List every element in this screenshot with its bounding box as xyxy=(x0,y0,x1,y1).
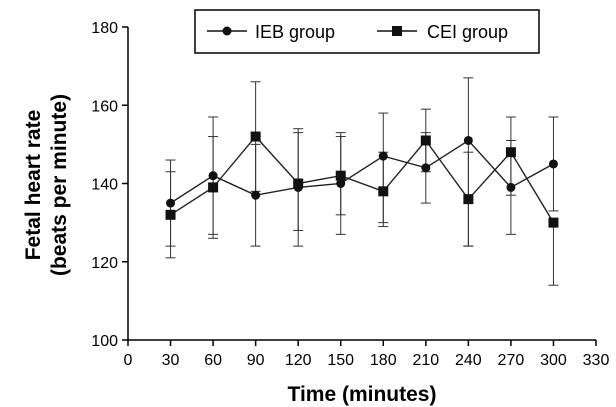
axes: 100 120 140 160 180 0 30 60 90 120 150 180 210 240 270… xyxy=(91,20,609,369)
error-bar-series-2 xyxy=(548,218,559,286)
x-tick-label: 330 xyxy=(583,352,610,369)
y-tick-label: 180 xyxy=(91,20,118,37)
legend-square-marker xyxy=(392,26,402,36)
data-point-circle xyxy=(251,190,261,200)
y-tick-label: 160 xyxy=(91,98,118,115)
data-point-circle xyxy=(463,135,473,145)
x-tick-label: 300 xyxy=(540,352,567,369)
y-axis-title-line-1: Fetal heart rate xyxy=(22,110,45,261)
x-tick-label: 180 xyxy=(370,352,397,369)
data-point-square xyxy=(165,209,176,220)
x-tick-label: 30 xyxy=(162,352,180,369)
x-tick-label: 150 xyxy=(327,352,354,369)
legend: IEB group CEI group xyxy=(194,9,540,54)
x-tick-label: 240 xyxy=(455,352,482,369)
x-tick-label: 210 xyxy=(412,352,439,369)
data-point-square xyxy=(505,147,516,158)
legend-label: IEB group xyxy=(255,22,335,42)
data-point-circle xyxy=(548,159,558,169)
data-point-circle xyxy=(336,179,346,188)
data-point-square xyxy=(463,194,474,205)
data-point-circle xyxy=(421,163,431,173)
data-point-circle xyxy=(378,151,388,161)
data-point-circle xyxy=(506,182,516,192)
series-line-2 xyxy=(170,135,555,223)
data-point-square xyxy=(378,186,389,197)
y-tick-label: 100 xyxy=(91,333,118,350)
data-point-circle xyxy=(208,171,218,181)
legend-item-2: CEI group xyxy=(377,22,508,42)
data-point-square xyxy=(293,178,304,189)
data-point-square xyxy=(250,131,261,142)
data-point-square xyxy=(420,135,431,146)
y-tick-label: 120 xyxy=(91,255,118,272)
series-line-1 xyxy=(170,139,554,204)
x-tick-label: 270 xyxy=(498,352,525,369)
series-markers xyxy=(165,131,559,228)
data-point-square xyxy=(208,182,219,193)
y-axis-title-line-2: (beats per minute) xyxy=(48,94,71,276)
data-point-circle xyxy=(166,198,176,208)
y-axis-title: Fetal heart rate (beats per minute) xyxy=(22,94,71,276)
legend-item-1: IEB group xyxy=(207,22,335,42)
data-point-square xyxy=(548,217,559,228)
legend-circle-marker xyxy=(222,26,232,36)
error-bars xyxy=(165,77,559,286)
x-tick-label: 120 xyxy=(285,352,312,369)
data-point-square xyxy=(335,170,346,181)
x-axis-title: Time (minutes) xyxy=(288,383,437,406)
x-tick-label: 0 xyxy=(124,352,133,369)
legend-label: CEI group xyxy=(427,22,508,42)
x-tick-label: 90 xyxy=(247,352,265,369)
x-tick-label: 60 xyxy=(204,352,222,369)
legend-box xyxy=(194,9,540,54)
series-lines xyxy=(170,135,555,223)
y-tick-label: 140 xyxy=(91,177,118,194)
